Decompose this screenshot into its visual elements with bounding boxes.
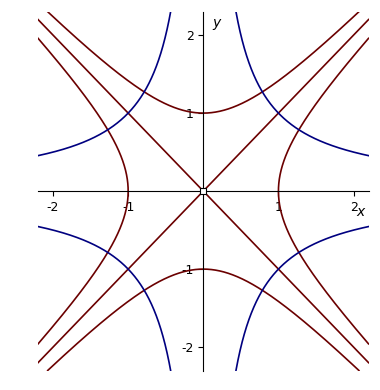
- Text: x: x: [356, 205, 365, 219]
- Text: y: y: [212, 16, 220, 30]
